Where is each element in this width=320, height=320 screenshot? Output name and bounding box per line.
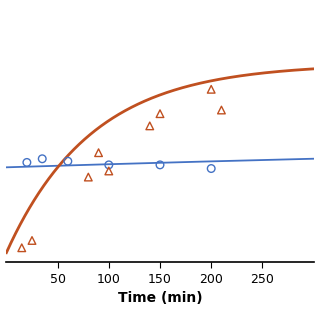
Point — [147, 123, 152, 128]
Point — [209, 87, 214, 92]
Point — [24, 160, 29, 165]
Point — [29, 238, 35, 243]
Point — [106, 162, 111, 167]
Point — [209, 166, 214, 171]
Point — [96, 150, 101, 155]
Point — [157, 162, 163, 167]
Point — [106, 168, 111, 173]
Point — [40, 156, 45, 161]
Point — [86, 174, 91, 180]
Point — [157, 111, 163, 116]
Point — [65, 159, 70, 164]
Point — [219, 108, 224, 113]
X-axis label: Time (min): Time (min) — [118, 292, 202, 305]
Point — [19, 245, 24, 250]
